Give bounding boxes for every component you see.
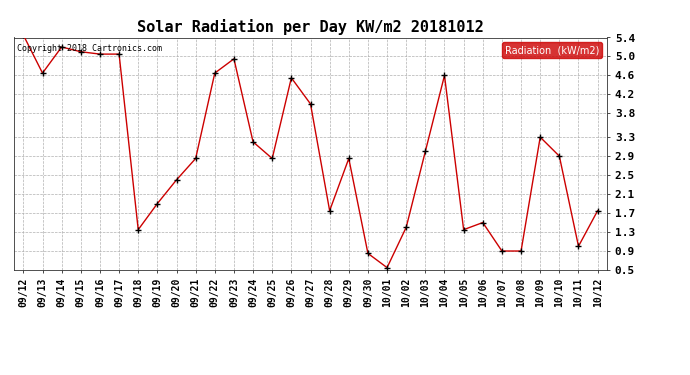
Text: Copyright 2018 Cartronics.com: Copyright 2018 Cartronics.com (17, 45, 161, 54)
Title: Solar Radiation per Day KW/m2 20181012: Solar Radiation per Day KW/m2 20181012 (137, 19, 484, 35)
Legend: Radiation  (kW/m2): Radiation (kW/m2) (502, 42, 602, 58)
